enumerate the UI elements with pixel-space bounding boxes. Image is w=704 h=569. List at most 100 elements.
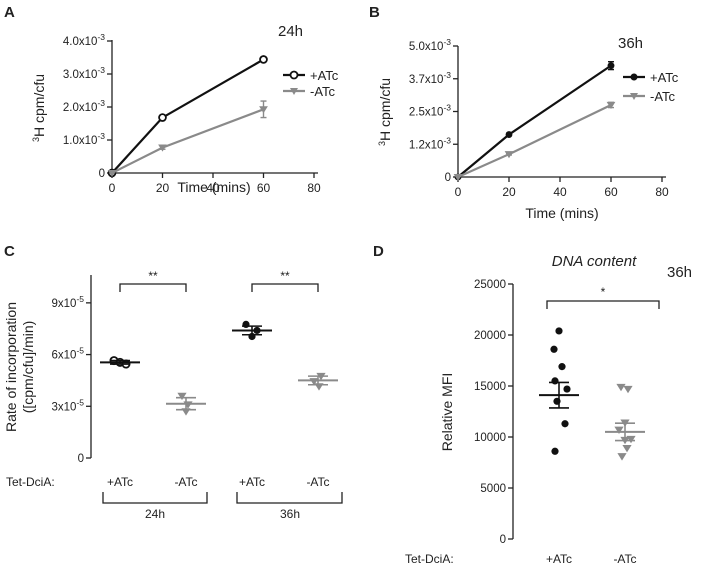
panel-b-legend-marker-plus <box>630 73 638 81</box>
panel-a-legend-label-minus: -ATc <box>310 84 336 99</box>
panel-c-bracket-label-24h: 24h <box>145 507 165 521</box>
panel-a-series-1-line <box>111 108 264 174</box>
panel-c-ytick-label-0: 0 <box>78 453 84 465</box>
panel-d-sig-bracket <box>546 300 660 309</box>
panel-d-group-0-point-7 <box>551 447 559 455</box>
panel-d-group-0-point-2 <box>558 363 566 371</box>
panel-d-group-1-point-6 <box>622 445 632 453</box>
panel-b-letter: B <box>369 4 380 21</box>
panel-b-xlabel: Time (mins) <box>525 205 598 221</box>
panel-d-group-0-point-6 <box>561 420 569 428</box>
panel-d-group-1-point-3 <box>614 426 624 435</box>
panel-d-group-1-point-0 <box>616 383 626 392</box>
panel-b-series-1-line <box>457 103 612 179</box>
panel-c-letter: C <box>4 243 15 260</box>
panel-a-ytick-label-0: 0 <box>99 168 105 180</box>
panel-b-xtick-label-3: 60 <box>604 185 618 199</box>
panel-c-ylabel-line1: Rate of incorporation <box>3 302 19 432</box>
panel-b-ytick-label-4: 5.0x10-3 <box>409 37 451 53</box>
panel-c-ylabel-line2: ([cpm/cfu]/min) <box>20 321 36 414</box>
panel-a-series-1-point-1 <box>158 144 167 152</box>
panel-c-sig-36h: ** <box>280 269 290 283</box>
panel-d-group-0-point-4 <box>563 385 571 393</box>
panel-b-xtick-label-0: 0 <box>455 185 462 199</box>
panel-a-xtick-label-3: 60 <box>257 181 271 195</box>
panel-b: B 36h Time (mins) 3H cpm/cfu +ATc -ATc 0… <box>369 4 679 221</box>
panel-b-ytick-label-0: 0 <box>445 172 451 184</box>
panel-c-sig-24h: ** <box>148 269 158 283</box>
panel-a-xtick-label-0: 0 <box>109 181 116 195</box>
panel-b-legend: +ATc -ATc <box>623 70 679 104</box>
panel-b-xtick-label-1: 20 <box>502 185 516 199</box>
panel-c: C Rate of incorporation ([cpm/cfu]/min) … <box>3 243 343 521</box>
panel-c-row-label: Tet-DciA: <box>6 475 55 489</box>
panel-d-ytick-label-0: 0 <box>500 534 506 546</box>
panel-c-ytick-label-3: 9x10-5 <box>52 294 85 310</box>
panel-c-sig-bracket-24h <box>119 283 187 292</box>
panel-c-bracket-24h <box>102 492 208 504</box>
panel-d-sig: * <box>601 285 606 299</box>
panel-a-legend: +ATc -ATc <box>283 68 339 99</box>
panel-b-series-1-point-2 <box>606 101 616 109</box>
panel-b-xtick-label-2: 40 <box>553 185 567 199</box>
panel-c-bracket-label-36h: 36h <box>280 507 300 521</box>
panel-c-group-labels: +ATc -ATc +ATc -ATc <box>107 475 330 489</box>
panel-a-legend-marker-plus <box>289 70 299 80</box>
panel-a-series-1-point-0 <box>107 169 117 177</box>
panel-b-series-1-point-0 <box>453 173 463 181</box>
panel-d-ytick-label-5: 25000 <box>474 279 506 291</box>
panel-b-ytick-label-3: 3.7x10-3 <box>409 70 451 86</box>
panel-d-group-0-point-1 <box>550 345 558 353</box>
panel-d-ytick-label-2: 10000 <box>474 432 506 444</box>
panel-a-series-0-point-2 <box>259 55 268 64</box>
panel-b-series-0-point-2 <box>607 62 615 70</box>
panel-c-group-label-1: +ATc <box>107 475 133 489</box>
panel-a-ytick-label-4: 4.0x10-3 <box>63 32 105 48</box>
panel-a-xtick-label-2: 40 <box>206 181 220 195</box>
panel-a-timepoint: 24h <box>278 23 303 40</box>
panel-a-ytick-label-3: 3.0x10-3 <box>63 65 105 81</box>
panel-a-xtick-label-4: 80 <box>307 181 321 195</box>
panel-d-row-label: Tet-DciA: <box>405 552 454 566</box>
panel-c-ytick-label-1: 3x10-5 <box>52 397 85 413</box>
panel-c-ytick-label-2: 6x10-5 <box>52 346 85 362</box>
panel-b-legend-label-minus: -ATc <box>650 89 676 104</box>
panel-b-ytick-label-1: 1.2x10-3 <box>409 135 451 151</box>
panel-a-letter: A <box>4 4 15 21</box>
panel-c-group-label-4: -ATc <box>306 475 329 489</box>
panel-c-group-label-2: -ATc <box>174 475 197 489</box>
panel-a-ytick-label-1: 1.0x10-3 <box>63 131 105 147</box>
panel-d-ytick-label-3: 15000 <box>474 381 506 393</box>
panel-a-ylabel: 3H cpm/cfu <box>31 74 47 142</box>
panel-d-group-label-2: -ATc <box>613 552 636 566</box>
panel-b-series-1-point-1 <box>504 151 514 159</box>
panel-c-group-label-3: +ATc <box>239 475 265 489</box>
panel-c-bracket-36h <box>236 492 343 504</box>
panel-a-series-0-point-1 <box>158 113 167 122</box>
panel-b-legend-marker-minus <box>630 93 638 100</box>
panel-c-group-1-point-0 <box>177 392 187 401</box>
panel-d-timepoint: 36h <box>667 264 692 281</box>
panel-c-sig-bracket-36h <box>251 283 319 292</box>
panel-a-legend-marker-minus <box>290 88 298 95</box>
panel-a-xlabel: Time (mins) <box>177 179 250 195</box>
panel-b-xtick-label-4: 80 <box>655 185 669 199</box>
panel-a-ytick-label-2: 2.0x10-3 <box>63 98 105 114</box>
panel-d-letter: D <box>373 243 384 260</box>
panel-a-axes <box>111 40 318 174</box>
panel-d-group-0-point-3 <box>551 377 559 385</box>
panel-d-group-0-point-0 <box>555 327 563 335</box>
panel-d-ytick-label-4: 20000 <box>474 330 506 342</box>
panel-d-title: DNA content <box>552 253 637 270</box>
panel-b-axes <box>457 46 666 178</box>
panel-b-series-0-point-1 <box>505 131 513 138</box>
panel-a-legend-label-plus: +ATc <box>310 68 339 83</box>
panel-d-group-1-point-7 <box>617 453 627 461</box>
panel-a: A 24h Time (mins) 3H cpm/cfu +ATc -ATc 0… <box>4 4 339 195</box>
panel-c-group-1-point-1 <box>183 401 193 409</box>
panel-a-xtick-label-1: 20 <box>156 181 170 195</box>
panel-a-series-0-line <box>111 58 265 174</box>
panel-d-ylabel: Relative MFI <box>439 373 455 452</box>
panel-b-ytick-label-2: 2.5x10-3 <box>409 103 451 119</box>
